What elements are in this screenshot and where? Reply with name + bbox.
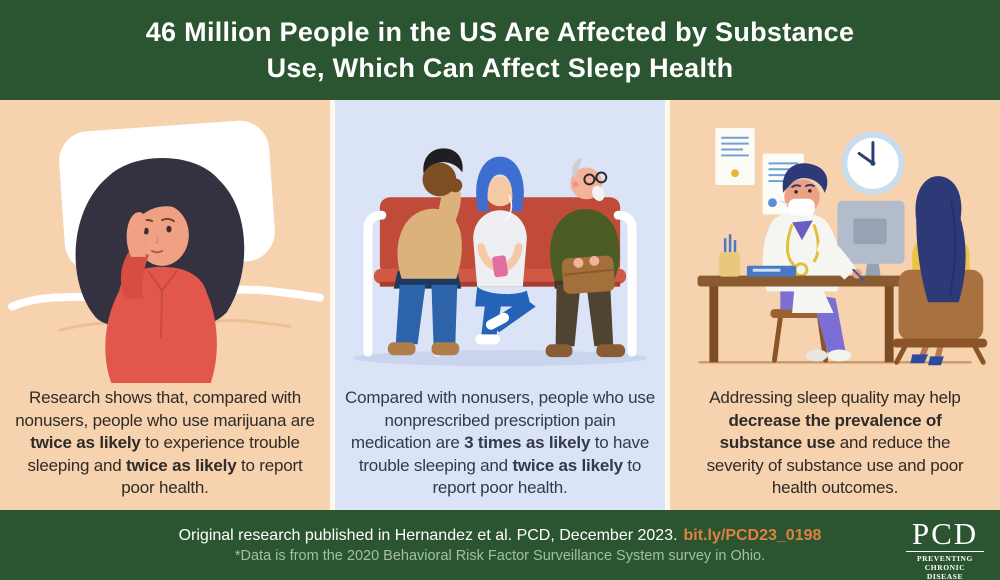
elderly-man xyxy=(545,157,626,358)
pcd-logo-tagline-2: CHRONIC DISEASE xyxy=(924,563,966,580)
header-banner: 46 Million People in the US Are Affected… xyxy=(0,0,1000,100)
doctor-hair xyxy=(782,163,828,193)
woman-awake-in-bed-illustration xyxy=(8,120,324,383)
page-title-line-1: 46 Million People in the US Are Affected… xyxy=(145,17,855,47)
face-mask xyxy=(788,198,815,216)
pencil-cup xyxy=(719,234,740,277)
footer-banner: Original research published in Hernandez… xyxy=(0,510,1000,580)
pcd-logo-acronym: PCD xyxy=(911,516,979,551)
bitly-link[interactable]: bit.ly/PCD23_0198 xyxy=(683,526,822,544)
pcd-logo: PCD PREVENTING CHRONIC DISEASE xyxy=(906,518,984,580)
blue-bob-hair xyxy=(476,156,524,212)
woman-hand xyxy=(126,212,147,257)
panel-text-pain-medication: Compared with nonusers, people who use n… xyxy=(345,388,655,497)
panel-marijuana-use: Research shows that, compared with nonus… xyxy=(0,100,330,510)
citation-line: Original research published in Hernandez… xyxy=(178,526,822,544)
wall-clock xyxy=(841,131,905,195)
desk xyxy=(697,275,905,287)
panel-text-sleep-quality: Addressing sleep quality may help decrea… xyxy=(706,388,964,497)
woman-with-phone xyxy=(473,156,536,345)
computer-monitor xyxy=(837,200,905,282)
waiting-bench-illustration xyxy=(353,148,647,367)
panel-text-marijuana: Research shows that, compared with nonus… xyxy=(15,388,315,497)
data-source-note: *Data is from the 2020 Behavioral Risk F… xyxy=(234,547,766,564)
tired-man xyxy=(387,148,463,356)
panel-sleep-quality: Addressing sleep quality may help decrea… xyxy=(670,100,1000,510)
page-title-line-2: Use, Which Can Affect Sleep Health xyxy=(266,53,734,83)
patient xyxy=(892,176,988,366)
pink-phone xyxy=(492,255,509,278)
doctor xyxy=(762,163,841,314)
panel-pain-medication: Compared with nonusers, people who use n… xyxy=(335,100,665,510)
doctor-consultation-illustration xyxy=(697,127,988,366)
pcd-logo-tagline-1: PREVENTING xyxy=(916,554,973,563)
panels-row: Research shows that, compared with nonus… xyxy=(0,100,1000,510)
